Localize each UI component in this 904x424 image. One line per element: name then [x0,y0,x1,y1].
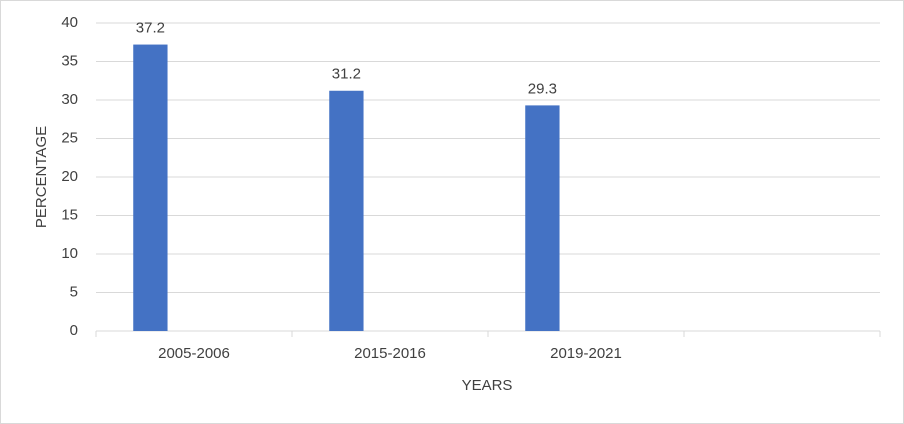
x-tick-label: 2005-2006 [158,345,230,362]
x-tick-label: 2019-2021 [550,345,622,362]
y-axis-label: PERCENTAGE [33,126,50,228]
data-label: 37.2 [136,20,165,37]
data-label: 31.2 [332,66,361,83]
y-tick-label: 30 [61,91,78,108]
bar [525,105,560,331]
y-tick-label: 5 [70,283,78,300]
y-tick-label: 40 [61,14,78,31]
y-tick-label: 0 [70,322,78,339]
y-tick-label: 10 [61,245,78,262]
y-tick-label: 25 [61,129,78,146]
y-tick-label: 15 [61,206,78,223]
x-axis-label: YEARS [462,377,513,394]
y-tick-label: 35 [61,52,78,69]
bar [133,44,168,332]
bar [329,90,364,331]
data-label: 29.3 [528,80,557,97]
x-tick-label: 2015-2016 [354,345,426,362]
y-tick-label: 20 [61,168,78,185]
